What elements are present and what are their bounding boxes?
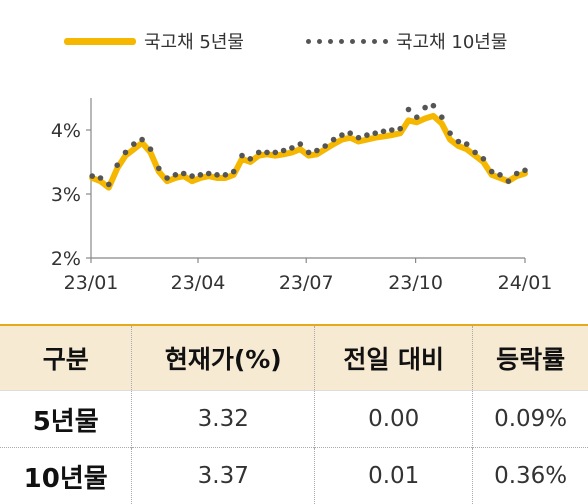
x-tick-label: 23/04 bbox=[171, 272, 226, 294]
series-point-10y bbox=[356, 135, 362, 141]
table-header-cell: 전일 대비 bbox=[315, 325, 473, 391]
series-point-10y bbox=[223, 172, 229, 178]
series-point-10y bbox=[231, 169, 237, 175]
series-point-10y bbox=[447, 130, 453, 136]
series-point-10y bbox=[322, 143, 328, 149]
series-point-10y bbox=[98, 175, 104, 181]
series-point-10y bbox=[181, 171, 187, 177]
series-point-10y bbox=[472, 150, 478, 156]
series-point-10y bbox=[156, 166, 162, 172]
x-tick-label: 23/01 bbox=[64, 272, 119, 294]
series-point-10y bbox=[106, 182, 112, 188]
series-point-10y bbox=[148, 146, 154, 152]
series-point-10y bbox=[123, 150, 129, 156]
series-point-10y bbox=[464, 141, 470, 147]
series-point-10y bbox=[422, 105, 428, 111]
series-point-10y bbox=[506, 178, 512, 184]
series-point-10y bbox=[273, 150, 279, 156]
series-point-10y bbox=[164, 175, 170, 181]
series-point-10y bbox=[406, 107, 412, 113]
table-cell-label: 10년물 bbox=[0, 448, 132, 504]
table-cell: 0.36% bbox=[473, 448, 588, 504]
series-point-10y bbox=[248, 156, 254, 162]
series-point-10y bbox=[497, 172, 503, 178]
series-point-10y bbox=[239, 153, 245, 159]
series-point-10y bbox=[439, 114, 445, 120]
table-cell: 0.09% bbox=[473, 391, 588, 448]
table-cell: 3.32 bbox=[132, 391, 315, 448]
series-point-10y bbox=[139, 137, 145, 143]
series-point-10y bbox=[397, 126, 403, 132]
series-point-10y bbox=[189, 173, 195, 179]
series-point-10y bbox=[214, 172, 220, 178]
table-header-cell: 현재가(%) bbox=[132, 325, 315, 391]
series-point-10y bbox=[372, 130, 378, 136]
series-point-10y bbox=[173, 172, 179, 178]
series-point-10y bbox=[206, 171, 212, 177]
series-point-10y bbox=[131, 141, 137, 147]
series-point-10y bbox=[256, 150, 262, 156]
series-point-10y bbox=[414, 114, 420, 120]
series-point-10y bbox=[489, 169, 495, 175]
series-point-10y bbox=[364, 132, 370, 138]
table-header-row: 구분 현재가(%) 전일 대비 등락률 bbox=[0, 325, 588, 391]
table-cell: 0.00 bbox=[315, 391, 473, 448]
series-point-10y bbox=[264, 150, 270, 156]
table-cell: 3.37 bbox=[132, 448, 315, 504]
table-header-cell: 구분 bbox=[0, 325, 132, 391]
y-tick-label: 4% bbox=[51, 120, 81, 142]
series-point-10y bbox=[331, 137, 337, 143]
table-row: 10년물 3.37 0.01 0.36% bbox=[0, 448, 588, 504]
series-point-10y bbox=[389, 127, 395, 133]
series-point-10y bbox=[314, 148, 320, 154]
series-point-10y bbox=[431, 103, 437, 109]
x-tick-label: 24/01 bbox=[498, 272, 553, 294]
x-tick-label: 23/07 bbox=[279, 272, 334, 294]
series-point-10y bbox=[481, 156, 487, 162]
summary-table: 구분 현재가(%) 전일 대비 등락률 5년물 3.32 0.00 0.09% … bbox=[0, 324, 588, 504]
x-tick-label: 23/10 bbox=[388, 272, 443, 294]
series-point-10y bbox=[114, 162, 120, 168]
series-point-10y bbox=[339, 132, 345, 138]
table-cell: 0.01 bbox=[315, 448, 473, 504]
series-point-10y bbox=[381, 129, 387, 135]
table-row: 5년물 3.32 0.00 0.09% bbox=[0, 391, 588, 448]
series-point-10y bbox=[306, 150, 312, 156]
series-point-10y bbox=[514, 171, 520, 177]
series-point-10y bbox=[298, 141, 304, 147]
chart: 2% 3% 4% 23/01 23/04 23/07 23/10 24/01 bbox=[0, 0, 588, 320]
series-point-10y bbox=[198, 172, 204, 178]
series-point-10y bbox=[281, 148, 287, 154]
series-point-10y bbox=[89, 173, 95, 179]
y-tick-label: 3% bbox=[51, 184, 81, 206]
series-point-10y bbox=[289, 145, 295, 151]
series-point-10y bbox=[456, 139, 462, 145]
table-header-cell: 등락률 bbox=[473, 325, 588, 391]
table-cell-label: 5년물 bbox=[0, 391, 132, 448]
series-point-10y bbox=[347, 130, 353, 136]
series-point-10y bbox=[522, 168, 528, 174]
y-tick-label: 2% bbox=[51, 248, 81, 270]
